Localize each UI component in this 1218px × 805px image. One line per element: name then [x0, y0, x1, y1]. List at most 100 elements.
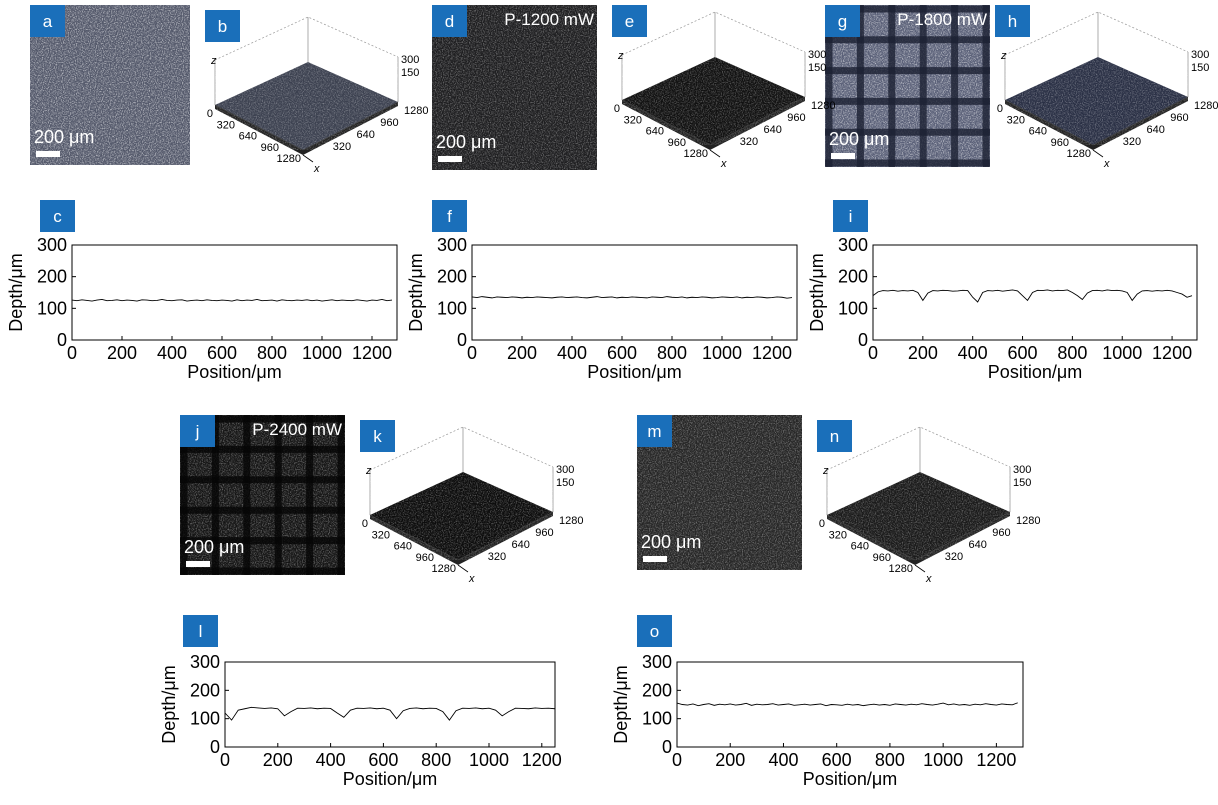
- panel-label: e: [625, 12, 634, 31]
- power-label: P-1800 mW: [897, 10, 987, 29]
- box-edge: [370, 427, 553, 470]
- z-axis-label: z: [210, 55, 217, 67]
- side-tick-label: 1280: [1194, 100, 1218, 112]
- side-tick-label: 960: [1170, 112, 1188, 124]
- y-tick-label: 100: [37, 298, 67, 318]
- x-tick-label: 0: [467, 343, 477, 363]
- y-tick-label: 300: [190, 652, 220, 672]
- x-tick-label: 400: [557, 343, 587, 363]
- front-tick-label: 640: [646, 126, 664, 138]
- x-tick-label: 1000: [469, 750, 509, 770]
- y-tick-label: 0: [57, 330, 67, 350]
- y-tick-label: 100: [642, 709, 672, 729]
- x-tick-label: 1000: [923, 750, 963, 770]
- x-axis-title: Position/μm: [343, 769, 437, 789]
- y-tick-label: 200: [838, 267, 868, 287]
- x-axis-title: Position/μm: [988, 362, 1082, 382]
- scale-label: 200 μm: [641, 532, 701, 552]
- z-tick-label: 150: [401, 67, 419, 79]
- front-tick-label: 1280: [432, 563, 456, 575]
- x-tick-label: 600: [822, 750, 852, 770]
- x-tick-label: 1200: [1152, 343, 1192, 363]
- x-tick-label: 0: [220, 750, 230, 770]
- scale-label: 200 μm: [34, 127, 94, 147]
- x-axis-arrow: [1093, 150, 1103, 157]
- scale-bar: [36, 151, 60, 157]
- front-tick-label: 0: [207, 108, 213, 120]
- front-tick-label: 320: [1007, 114, 1025, 126]
- x-axis-label: x: [720, 158, 727, 170]
- power-label: P-2400 mW: [252, 420, 342, 439]
- y-tick-label: 100: [190, 709, 220, 729]
- plot-frame: [72, 245, 397, 340]
- x-tick-label: 800: [257, 343, 287, 363]
- z-tick-label: 300: [556, 464, 574, 476]
- panel-label: b: [218, 17, 227, 36]
- front-tick-label: 640: [394, 541, 412, 553]
- y-axis-title: Depth/μm: [611, 665, 631, 743]
- side-tick-label: 640: [764, 124, 782, 136]
- side-tick-label: 640: [357, 129, 375, 141]
- front-tick-label: 960: [873, 552, 891, 564]
- scale-bar: [831, 153, 855, 159]
- panel-label: g: [838, 12, 847, 31]
- x-tick-label: 600: [607, 343, 637, 363]
- panel-label: h: [1008, 12, 1017, 31]
- x-tick-label: 0: [67, 343, 77, 363]
- panel-label: i: [849, 207, 853, 226]
- x-tick-label: 1000: [702, 343, 742, 363]
- x-axis-arrow: [915, 565, 925, 572]
- y-axis-title: Depth/μm: [6, 253, 26, 331]
- y-tick-label: 0: [210, 737, 220, 757]
- panel-label: o: [650, 622, 659, 641]
- x-tick-label: 400: [316, 750, 346, 770]
- x-tick-label: 1200: [352, 343, 392, 363]
- side-tick-label: 640: [969, 539, 987, 551]
- depth-profile: [873, 290, 1192, 302]
- z-tick-label: 150: [556, 477, 574, 489]
- x-axis-label: x: [925, 573, 932, 585]
- panel-label: k: [373, 427, 382, 446]
- front-tick-label: 320: [829, 529, 847, 541]
- box-edge: [215, 17, 398, 60]
- figure: a200 μmdP-1200 mW200 μmgP-1800 mW200 μmj…: [0, 0, 1218, 800]
- x-tick-label: 1200: [522, 750, 562, 770]
- y-tick-label: 0: [662, 737, 672, 757]
- y-axis-title: Depth/μm: [159, 665, 179, 743]
- plot-frame: [472, 245, 797, 340]
- x-tick-label: 200: [715, 750, 745, 770]
- x-axis-label: x: [313, 163, 320, 175]
- z-tick-label: 300: [1013, 464, 1031, 476]
- front-tick-label: 0: [997, 103, 1003, 115]
- side-tick-label: 960: [535, 527, 553, 539]
- depth-profile: [677, 703, 1018, 706]
- y-tick-label: 300: [437, 235, 467, 255]
- side-tick-label: 1280: [404, 105, 428, 117]
- x-axis-label: x: [1103, 158, 1110, 170]
- z-tick-label: 150: [1191, 62, 1209, 74]
- front-tick-label: 960: [1051, 137, 1069, 149]
- side-tick-label: 640: [512, 539, 530, 551]
- box-edge: [827, 427, 1010, 470]
- box-edge: [1005, 12, 1188, 55]
- scale-label: 200 μm: [829, 129, 889, 149]
- x-tick-label: 400: [768, 750, 798, 770]
- front-tick-label: 1280: [889, 563, 913, 575]
- panel-label: a: [43, 12, 53, 31]
- front-tick-label: 960: [668, 137, 686, 149]
- scale-label: 200 μm: [436, 132, 496, 152]
- y-tick-label: 200: [190, 680, 220, 700]
- x-tick-label: 400: [958, 343, 988, 363]
- front-tick-label: 0: [362, 518, 368, 530]
- scale-bar: [643, 556, 667, 562]
- x-tick-label: 800: [421, 750, 451, 770]
- x-tick-label: 200: [507, 343, 537, 363]
- x-tick-label: 800: [657, 343, 687, 363]
- x-tick-label: 800: [875, 750, 905, 770]
- front-tick-label: 0: [819, 518, 825, 530]
- y-axis-title: Depth/μm: [807, 253, 827, 331]
- z-axis-label: z: [365, 465, 372, 477]
- panel-label: f: [447, 207, 452, 226]
- x-tick-label: 1200: [976, 750, 1016, 770]
- x-axis-title: Position/μm: [187, 362, 281, 382]
